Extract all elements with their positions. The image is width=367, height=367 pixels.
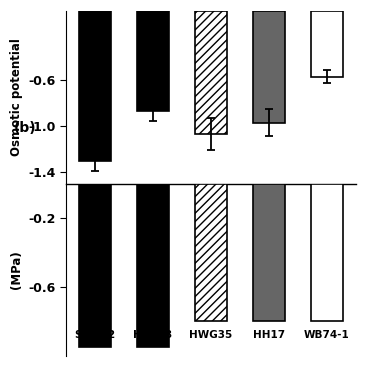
Bar [79, 11, 111, 160]
Bar [137, 11, 169, 111]
Bar [137, 184, 169, 347]
Y-axis label: Osmotic potential: Osmotic potential [10, 38, 23, 156]
Text: HH17: HH17 [253, 330, 285, 341]
Y-axis label: (MPa): (MPa) [10, 250, 23, 289]
Bar [195, 11, 227, 134]
Bar [311, 184, 343, 321]
Bar [195, 184, 227, 321]
Text: (b): (b) [14, 121, 36, 135]
Text: HWG35: HWG35 [189, 330, 233, 341]
Bar [253, 11, 285, 123]
Text: WB74-1: WB74-1 [304, 330, 350, 341]
Bar [253, 184, 285, 321]
Bar [311, 11, 343, 77]
Text: SMH12: SMH12 [75, 330, 116, 341]
Bar [79, 184, 111, 347]
Text: HH103: HH103 [134, 330, 172, 341]
Text: IC 50 (PEG 6000): IC 50 (PEG 6000) [152, 215, 270, 228]
